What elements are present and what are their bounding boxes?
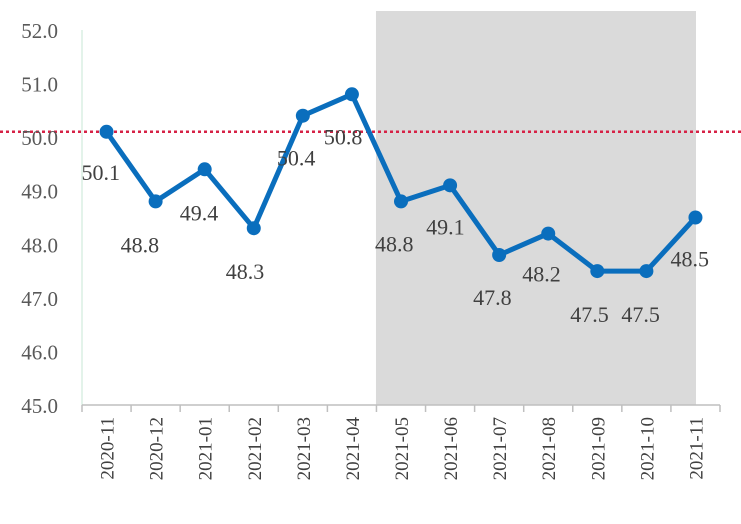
data-point-2021-10 bbox=[639, 264, 654, 279]
y-tick-label: 52.0 bbox=[21, 19, 58, 43]
x-tick-label: 2020-12 bbox=[147, 417, 168, 480]
data-point-2021-11 bbox=[688, 210, 703, 225]
data-label-2021-08: 48.2 bbox=[522, 262, 561, 287]
x-tick-label: 2021-06 bbox=[441, 417, 462, 480]
data-point-2021-01 bbox=[197, 162, 212, 177]
data-label-2021-07: 47.8 bbox=[473, 285, 512, 310]
shaded-region bbox=[375, 11, 696, 405]
data-label-2020-11: 50.1 bbox=[82, 160, 121, 185]
data-point-2021-04 bbox=[344, 87, 359, 102]
y-tick-label: 49.0 bbox=[21, 180, 58, 204]
data-point-2020-12 bbox=[148, 194, 163, 209]
data-point-2020-11 bbox=[99, 124, 114, 139]
x-tick-label: 2021-04 bbox=[343, 417, 364, 481]
x-tick-label: 2021-03 bbox=[294, 417, 315, 480]
data-label-2021-11: 48.5 bbox=[670, 247, 709, 272]
data-label-2021-01: 49.4 bbox=[180, 200, 219, 225]
y-tick-label: 45.0 bbox=[21, 394, 58, 418]
data-label-2021-10: 47.5 bbox=[621, 302, 660, 327]
x-tick-label: 2021-01 bbox=[196, 417, 217, 480]
x-tick-label: 2021-02 bbox=[245, 417, 266, 480]
data-label-2021-09: 47.5 bbox=[570, 302, 609, 327]
x-tick-label: 2021-11 bbox=[686, 417, 707, 480]
x-tick-label: 2021-09 bbox=[588, 417, 609, 480]
data-point-2021-08 bbox=[541, 226, 556, 241]
data-label-2021-03: 50.4 bbox=[277, 146, 316, 171]
data-point-2021-05 bbox=[394, 194, 408, 209]
y-tick-label: 48.0 bbox=[21, 233, 58, 257]
x-tick-label: 2021-10 bbox=[637, 417, 658, 480]
y-tick-label: 50.0 bbox=[21, 126, 58, 150]
data-point-2021-07 bbox=[492, 248, 507, 262]
data-label-2021-06: 49.1 bbox=[426, 214, 465, 239]
data-label-2021-04: 50.8 bbox=[324, 124, 363, 149]
x-tick-label: 2021-05 bbox=[392, 417, 413, 480]
data-label-2021-05: 48.8 bbox=[375, 231, 414, 256]
x-tick-label: 2020-11 bbox=[98, 417, 119, 480]
y-tick-label: 51.0 bbox=[21, 73, 58, 97]
x-tick-label: 2021-07 bbox=[490, 417, 511, 480]
data-point-2021-03 bbox=[295, 108, 310, 123]
data-point-2021-09 bbox=[590, 264, 605, 279]
x-tick-label: 2021-08 bbox=[539, 417, 560, 480]
y-tick-label: 47.0 bbox=[21, 287, 58, 311]
y-tick-label: 46.0 bbox=[21, 340, 58, 364]
data-point-2021-06 bbox=[443, 178, 458, 193]
data-label-2021-02: 48.3 bbox=[226, 259, 265, 284]
data-point-2021-02 bbox=[246, 221, 261, 236]
data-label-2020-12: 48.8 bbox=[121, 232, 160, 257]
